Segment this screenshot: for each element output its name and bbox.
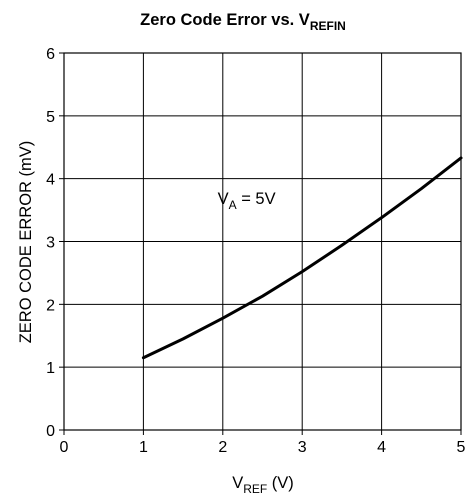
- chart-title-main: Zero Code Error vs. V: [140, 11, 310, 29]
- curve-annotation: VA = 5V: [218, 190, 276, 212]
- x-axis-label-suffix: (V): [267, 474, 294, 492]
- y-tick-label: 3: [46, 235, 55, 252]
- y-tick-label: 4: [46, 172, 55, 189]
- chart-title: Zero Code Error vs. VREFIN: [140, 11, 346, 33]
- annotation-main: V: [218, 190, 229, 208]
- x-axis-label-sub: REF: [243, 482, 267, 496]
- chart-title-sub: REFIN: [310, 19, 346, 33]
- axes-frame: [59, 52, 462, 435]
- annotation-sub: A: [229, 198, 237, 212]
- grid: [64, 53, 461, 430]
- x-axis-label-main: V: [232, 474, 243, 492]
- series-group: [141, 156, 463, 360]
- x-tick-label: 1: [139, 439, 148, 456]
- x-tick-label: 0: [60, 439, 69, 456]
- x-tick-label: 5: [457, 439, 466, 456]
- y-tick-label: 0: [46, 423, 55, 440]
- annotation-suffix: = 5V: [237, 190, 276, 208]
- y-tick-label: 5: [46, 109, 55, 126]
- x-tick-label: 2: [218, 439, 227, 456]
- y-tick-label: 1: [46, 360, 55, 377]
- plot-frame: [63, 52, 462, 431]
- series-line: [141, 156, 463, 360]
- y-tick-label: 6: [46, 46, 55, 63]
- x-axis-label: VREF (V): [232, 474, 294, 496]
- y-tick-label: 2: [46, 297, 55, 314]
- x-tick-label: 4: [377, 439, 386, 456]
- y-tick-labels: 0 1 2 3 4 5 6: [46, 46, 55, 440]
- x-tick-labels: 0 1 2 3 4 5: [60, 439, 466, 456]
- y-axis-label: ZERO CODE ERROR (mV): [17, 141, 35, 344]
- x-tick-label: 3: [298, 439, 307, 456]
